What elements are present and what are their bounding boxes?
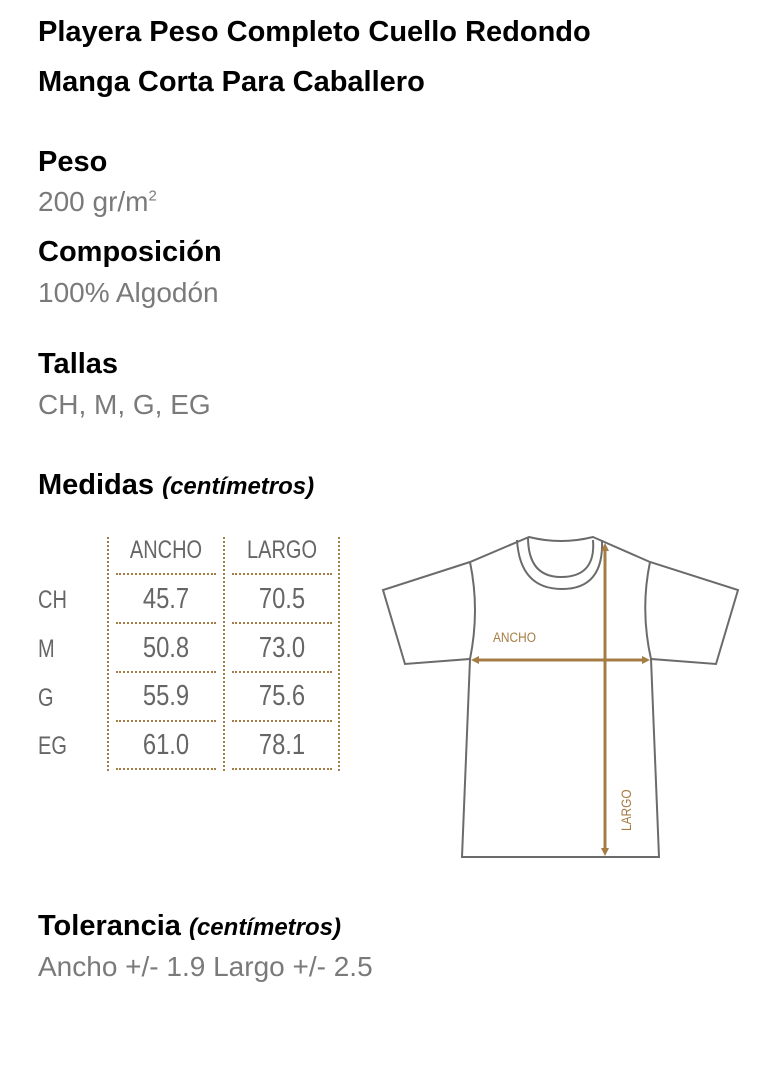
row-divider: [232, 768, 332, 770]
largo-eg: 78.1: [258, 729, 306, 761]
largo-g: 75.6: [258, 680, 306, 712]
tallas-value: CH, M, G, EG: [38, 389, 211, 420]
peso-label: Peso: [38, 146, 108, 178]
peso-superscript: 2: [148, 187, 157, 205]
header-ancho: ANCHO: [129, 536, 203, 564]
product-title-line-2: Manga Corta Para Caballero: [38, 66, 425, 98]
ancho-eg: 61.0: [142, 729, 190, 761]
ancho-ch: 45.7: [142, 583, 190, 615]
tolerancia-heading: Tolerancia (centímetros): [38, 910, 341, 943]
medidas-heading: Medidas (centímetros): [38, 469, 314, 502]
header-largo: LARGO: [246, 536, 318, 564]
ancho-label: ANCHO: [493, 629, 536, 645]
composicion-value: 100% Algodón: [38, 277, 219, 308]
composicion-label: Composición: [38, 236, 222, 268]
largo-label: LARGO: [618, 789, 634, 831]
tolerancia-label: Tolerancia: [38, 910, 181, 942]
table-divider: [223, 537, 225, 771]
ancho-g: 55.9: [142, 680, 190, 712]
row-divider: [116, 720, 216, 722]
medidas-label: Medidas: [38, 469, 155, 501]
row-divider: [232, 573, 332, 575]
row-divider: [232, 671, 332, 673]
largo-m: 73.0: [258, 632, 306, 664]
largo-ch: 70.5: [258, 583, 306, 615]
size-m: M: [38, 635, 55, 663]
measure-arrows: [471, 543, 650, 856]
product-title-line-1: Playera Peso Completo Cuello Redondo: [38, 16, 591, 48]
tolerancia-unit: (centímetros): [188, 914, 341, 941]
row-divider: [116, 573, 216, 575]
table-divider: [338, 537, 340, 771]
row-divider: [116, 671, 216, 673]
size-ch: CH: [38, 586, 67, 614]
peso-value: 200 gr/m2: [38, 186, 157, 218]
size-eg: EG: [38, 732, 67, 760]
tolerancia-value: Ancho +/- 1.9 Largo +/- 2.5: [38, 951, 373, 982]
row-divider: [116, 768, 216, 770]
size-g: G: [38, 684, 54, 712]
row-divider: [116, 622, 216, 624]
medidas-unit: (centímetros): [162, 473, 315, 500]
ancho-m: 50.8: [142, 632, 190, 664]
tallas-label: Tallas: [38, 348, 119, 380]
peso-value-text: 200 gr/m: [38, 186, 149, 217]
row-divider: [232, 622, 332, 624]
table-divider: [107, 537, 109, 771]
row-divider: [232, 720, 332, 722]
tshirt-outline: [381, 535, 740, 858]
